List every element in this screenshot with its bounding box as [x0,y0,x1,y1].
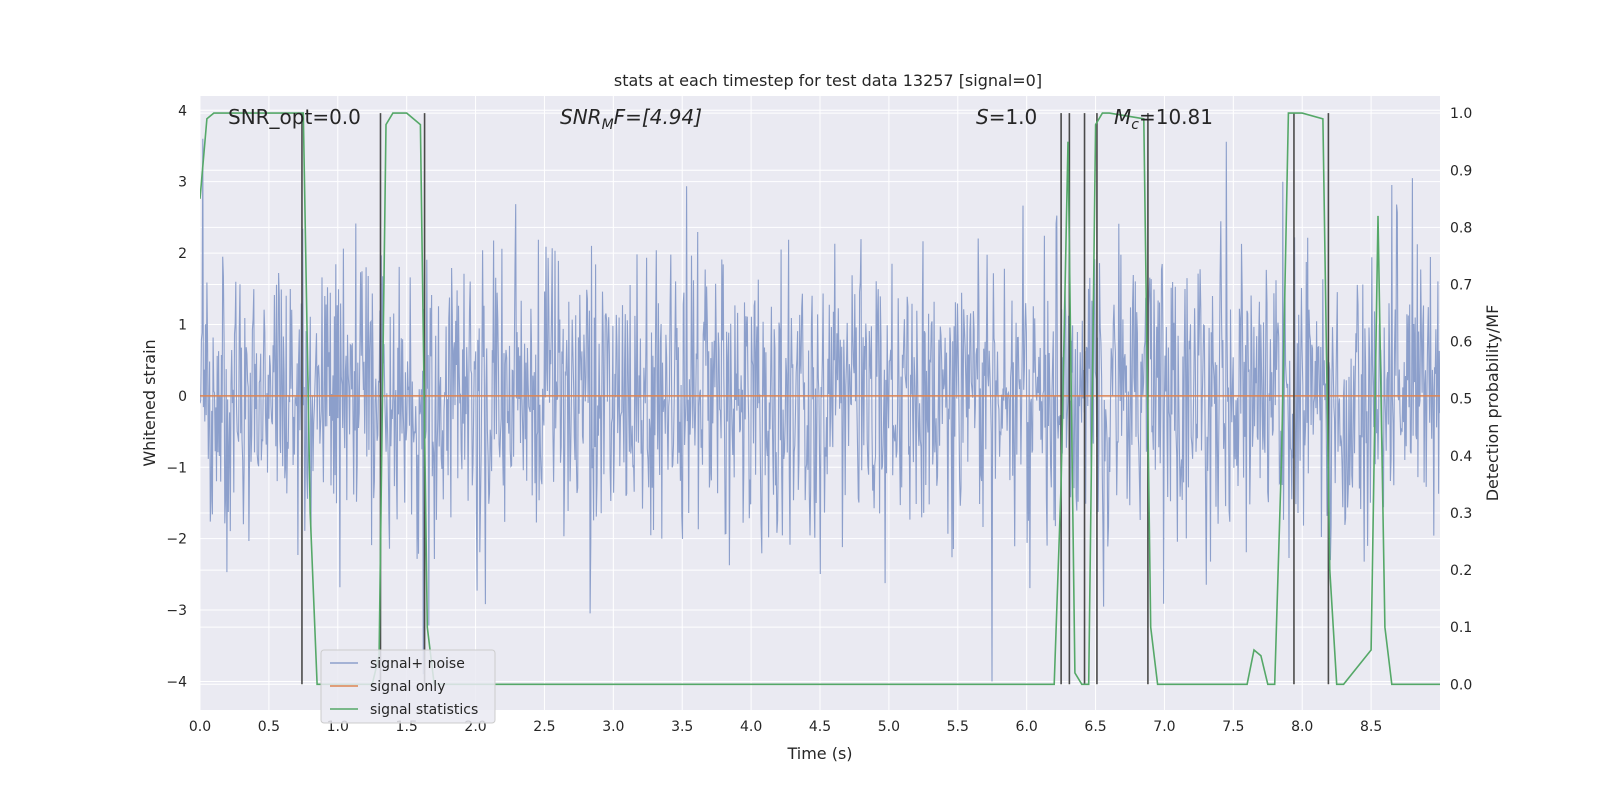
annotation-mc: Mc=10.81 [1114,105,1213,133]
legend: signal+ noise signal only signal statist… [320,649,496,724]
y-tick-label: 0 [178,389,187,405]
y2-tick-label: 0.9 [1450,163,1472,179]
x-tick-label: 3.0 [602,719,624,735]
legend-signal-label: signal only [370,679,445,695]
x-tick-label: 5.0 [878,719,900,735]
x-tick-label: 4.5 [809,719,831,735]
y-tick-label: −3 [166,603,187,619]
y2-tick-label: 0.4 [1450,449,1472,465]
x-axis-label: Time (s) [786,744,852,763]
y2-tick-label: 1.0 [1450,106,1472,122]
x-tick-label: 8.5 [1360,719,1382,735]
legend-noise-label: signal+ noise [370,656,465,672]
y-tick-label: 4 [178,103,187,119]
annotation-snr-opt: SNR_opt=0.0 [228,105,361,129]
y-tick-label: −1 [166,460,187,476]
legend-box [320,649,496,724]
y-tick-label: −2 [166,532,187,548]
y2-tick-label: 0.3 [1450,506,1472,522]
y-tick-label: 2 [178,246,187,262]
x-tick-label: 8.0 [1291,719,1313,735]
y2-tick-labels: 0.0 0.1 0.2 0.3 0.4 0.5 0.6 0.7 0.8 0.9 1.0 [1450,106,1472,693]
x-tick-label: 4.0 [740,719,762,735]
x-tick-label: 5.5 [947,719,969,735]
y2-tick-label: 0.6 [1450,335,1472,351]
y-tick-labels: −4 −3 −2 −1 0 1 2 3 4 [166,103,187,690]
y-tick-label: 3 [178,175,187,191]
x-tick-label: 7.5 [1222,719,1244,735]
x-tick-label: 6.0 [1016,719,1038,735]
y2-axis-label: Detection probability/MF [1483,305,1502,502]
x-tick-label: 7.0 [1153,719,1175,735]
y-tick-label: 1 [178,317,187,333]
y2-tick-label: 0.8 [1450,220,1472,236]
y2-tick-label: 0.1 [1450,620,1472,636]
x-tick-label: 0.0 [189,719,211,735]
x-tick-label: 6.5 [1084,719,1106,735]
x-tick-label: 3.5 [671,719,693,735]
y2-tick-label: 0.7 [1450,277,1472,293]
annotation-snr-mf: SNRMF=[4.94] [560,105,702,133]
y2-tick-label: 0.5 [1450,392,1472,408]
annotation-s: S=1.0 [976,105,1037,129]
y2-tick-label: 0.2 [1450,563,1472,579]
legend-stats-label: signal statistics [370,702,478,718]
y-axis-label: Whitened strain [140,339,159,466]
y-tick-label: −4 [166,674,187,690]
y2-tick-label: 0.0 [1450,677,1472,693]
signal-noise-series [200,138,1440,682]
chart-title: stats at each timestep for test data 132… [614,71,1042,90]
x-tick-label: 2.5 [533,719,555,735]
x-tick-label: 0.5 [258,719,280,735]
